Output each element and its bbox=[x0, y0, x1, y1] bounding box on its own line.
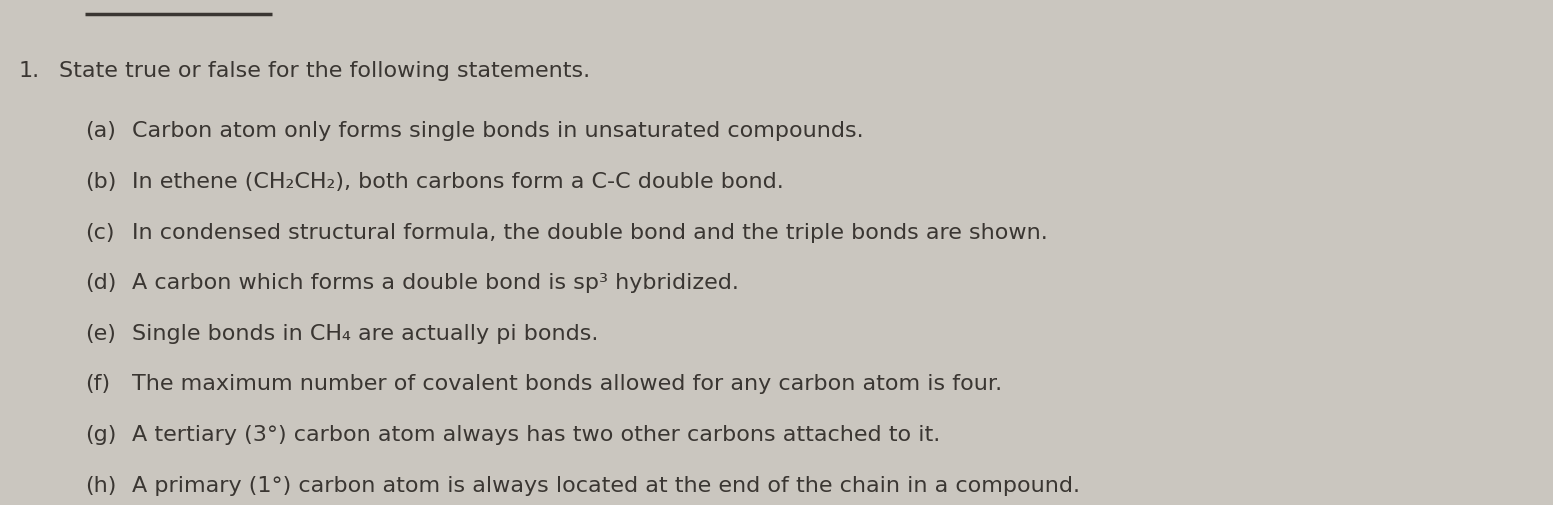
Text: State true or false for the following statements.: State true or false for the following st… bbox=[59, 61, 590, 81]
Text: (a): (a) bbox=[85, 121, 116, 141]
Text: (b): (b) bbox=[85, 172, 116, 192]
Text: Carbon atom only forms single bonds in unsaturated compounds.: Carbon atom only forms single bonds in u… bbox=[132, 121, 863, 141]
Text: In ethene (CH₂CH₂), both carbons form a C-C double bond.: In ethene (CH₂CH₂), both carbons form a … bbox=[132, 172, 784, 192]
Text: (g): (g) bbox=[85, 424, 116, 444]
Text: A tertiary (3°) carbon atom always has two other carbons attached to it.: A tertiary (3°) carbon atom always has t… bbox=[132, 424, 940, 444]
Text: Single bonds in CH₄ are actually pi bonds.: Single bonds in CH₄ are actually pi bond… bbox=[132, 323, 598, 343]
Text: The maximum number of covalent bonds allowed for any carbon atom is four.: The maximum number of covalent bonds all… bbox=[132, 374, 1002, 394]
Text: (f): (f) bbox=[85, 374, 110, 394]
Text: (e): (e) bbox=[85, 323, 116, 343]
Text: (d): (d) bbox=[85, 273, 116, 293]
Text: In condensed structural formula, the double bond and the triple bonds are shown.: In condensed structural formula, the dou… bbox=[132, 222, 1048, 242]
Text: (c): (c) bbox=[85, 222, 115, 242]
Text: 1.: 1. bbox=[19, 61, 40, 81]
Text: A carbon which forms a double bond is sp³ hybridized.: A carbon which forms a double bond is sp… bbox=[132, 273, 739, 293]
Text: A primary (1°) carbon atom is always located at the end of the chain in a compou: A primary (1°) carbon atom is always loc… bbox=[132, 475, 1079, 495]
Text: (h): (h) bbox=[85, 475, 116, 495]
